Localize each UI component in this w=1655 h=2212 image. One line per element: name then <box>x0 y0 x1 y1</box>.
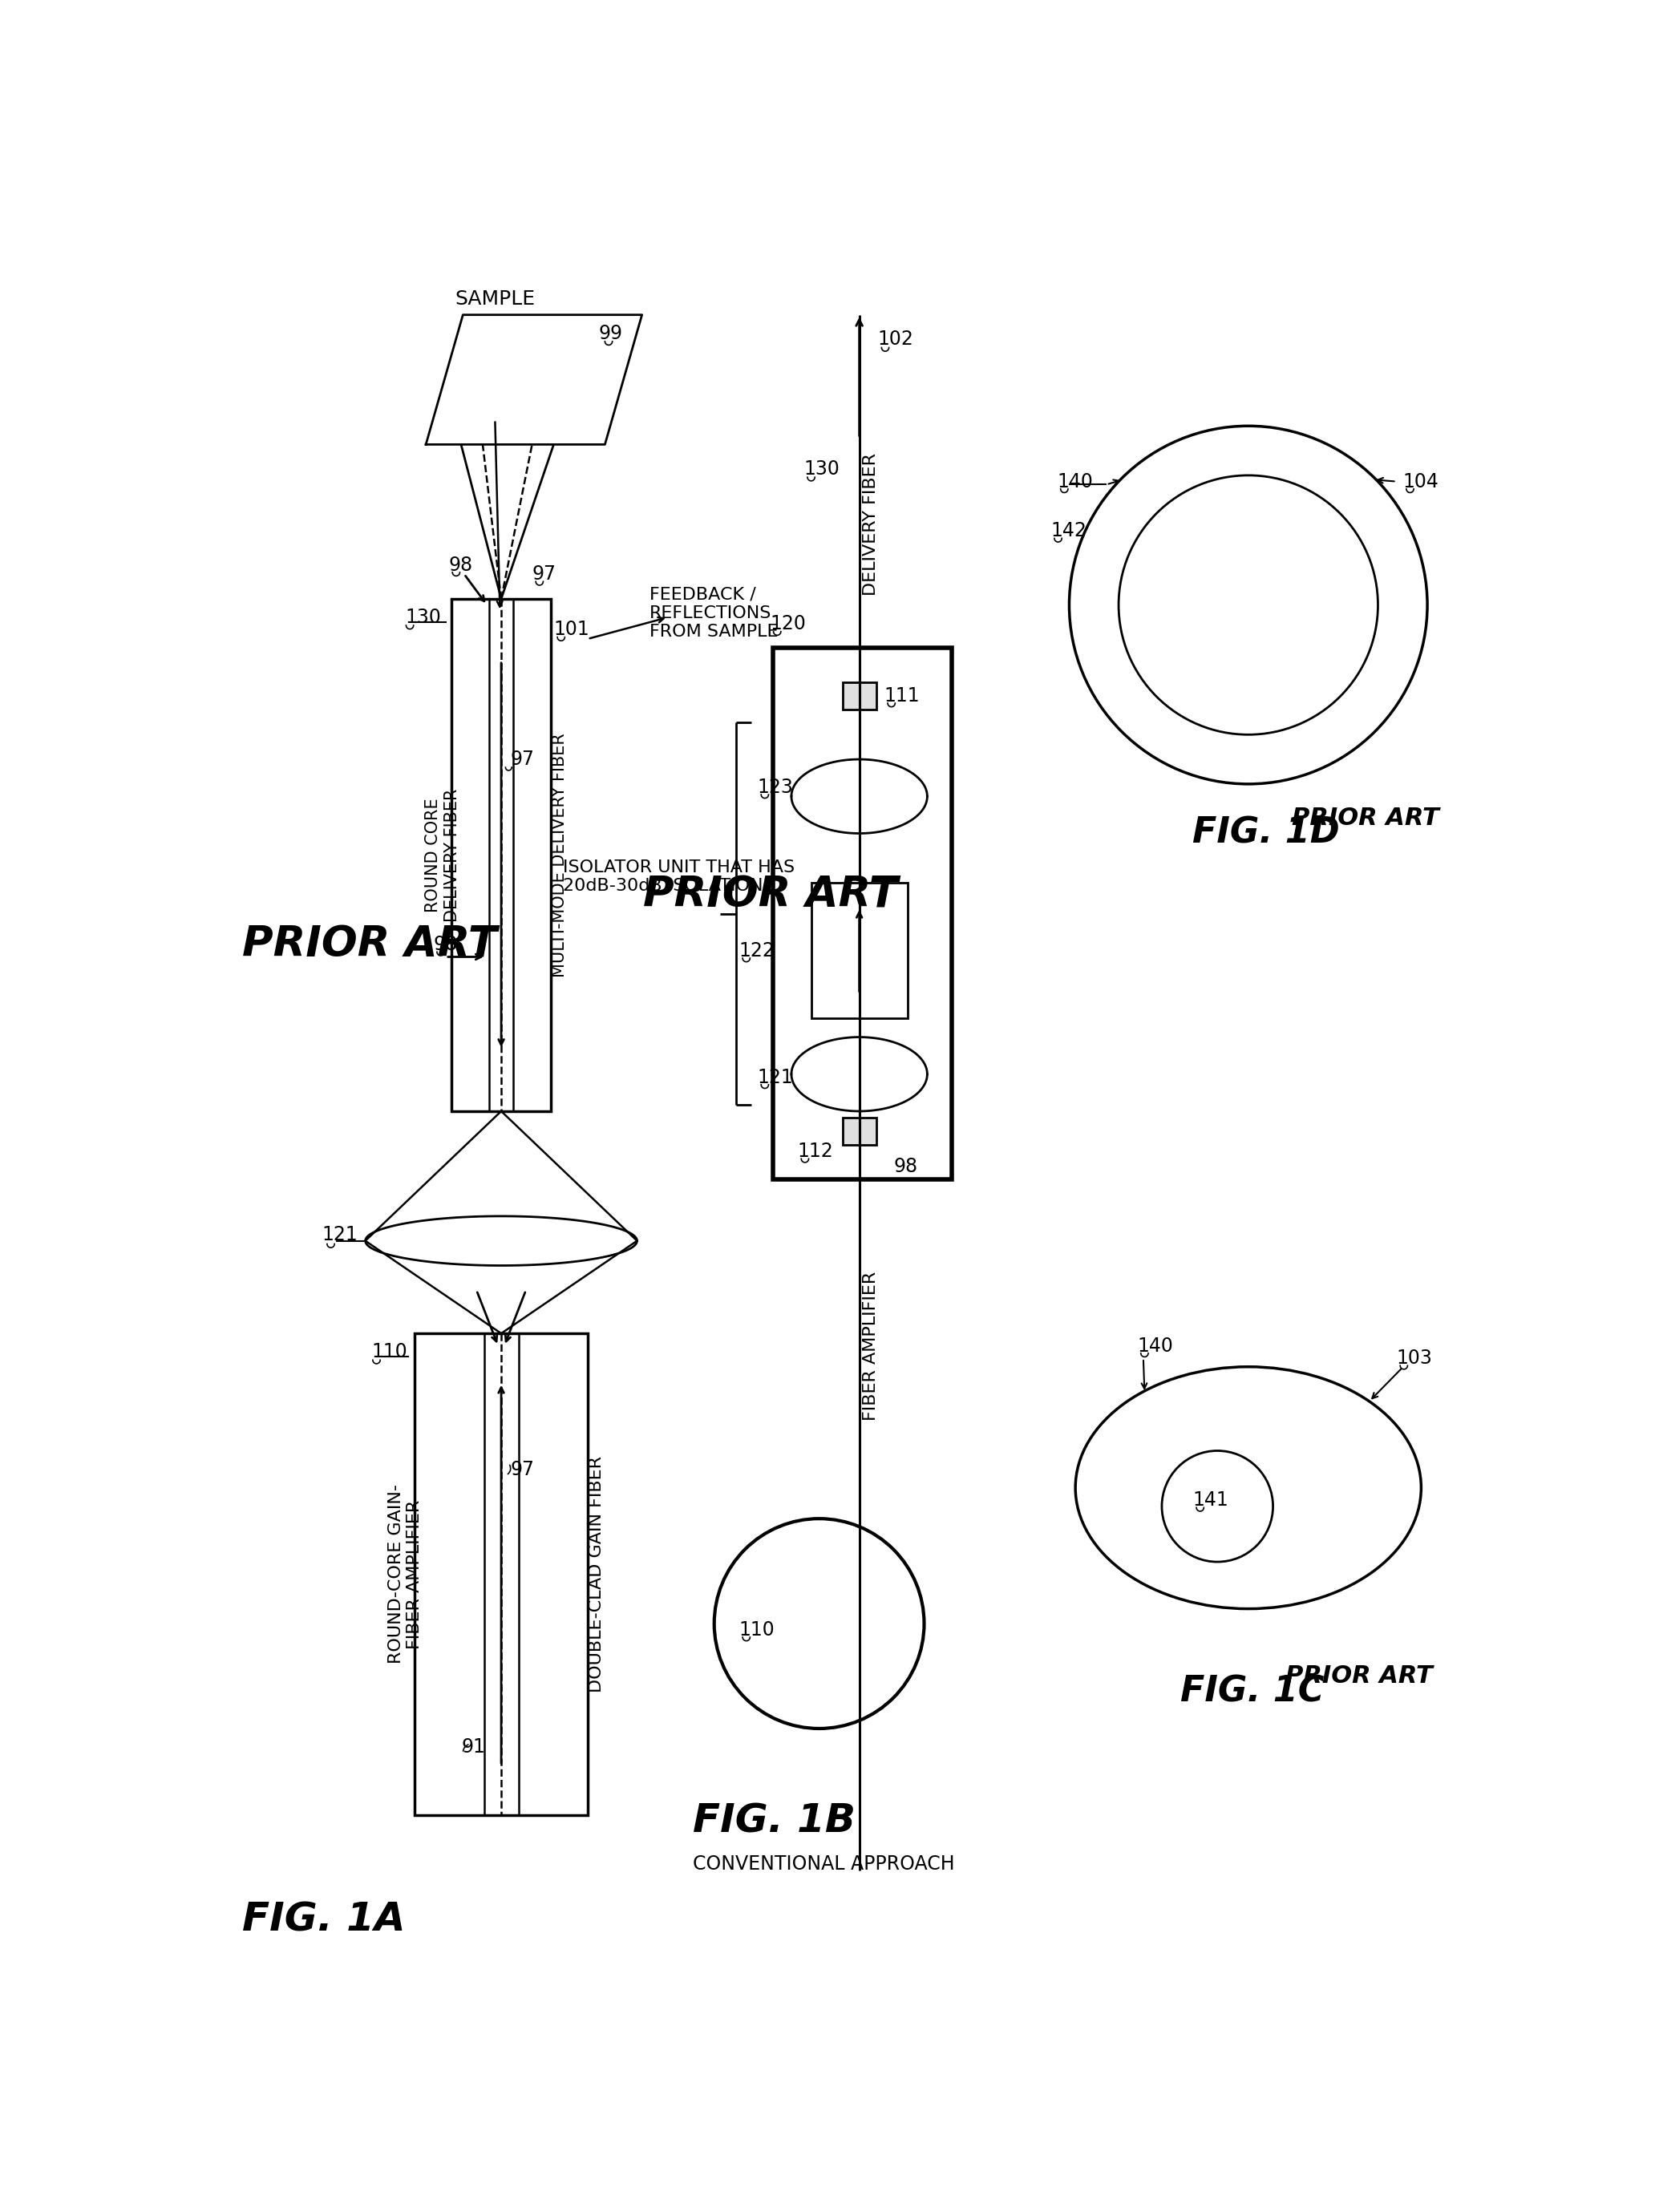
Text: 110: 110 <box>738 1619 775 1639</box>
Bar <box>415 1334 588 1816</box>
Text: MULTI-MODE DELIVERY FIBER: MULTI-MODE DELIVERY FIBER <box>551 732 568 978</box>
Text: 140: 140 <box>1137 1336 1173 1356</box>
Text: 123: 123 <box>758 776 793 796</box>
Text: 91: 91 <box>462 1736 485 1756</box>
Text: 122: 122 <box>738 940 775 960</box>
Text: 120: 120 <box>770 615 806 633</box>
Text: 101: 101 <box>554 619 589 639</box>
Text: FEEDBACK /
REFLECTIONS
FROM SAMPLE: FEEDBACK / REFLECTIONS FROM SAMPLE <box>649 586 778 639</box>
Bar <box>811 883 907 1018</box>
Text: 103: 103 <box>1397 1349 1433 1367</box>
Text: PRIOR ART: PRIOR ART <box>1291 807 1438 830</box>
Text: FIG. 1B: FIG. 1B <box>692 1803 856 1840</box>
Text: CONVENTIONAL APPROACH: CONVENTIONAL APPROACH <box>692 1854 955 1874</box>
Text: DELIVERY FIBER: DELIVERY FIBER <box>862 453 879 595</box>
Text: 97: 97 <box>510 750 535 770</box>
Text: PRIOR ART: PRIOR ART <box>1286 1663 1433 1688</box>
Text: 112: 112 <box>798 1141 834 1161</box>
Text: PRIOR ART: PRIOR ART <box>644 874 899 916</box>
Text: 110: 110 <box>371 1343 407 1363</box>
Text: SAMPLE: SAMPLE <box>455 290 535 310</box>
Text: 98: 98 <box>434 936 457 953</box>
Text: 130: 130 <box>804 460 839 478</box>
Text: 104: 104 <box>1403 471 1438 491</box>
Text: 121: 121 <box>323 1225 357 1245</box>
Bar <box>452 599 551 1110</box>
Text: 97: 97 <box>510 1460 535 1480</box>
Text: FIG. 1D: FIG. 1D <box>1193 816 1341 852</box>
Text: 97: 97 <box>531 564 556 584</box>
Text: ROUND-CORE GAIN-
FIBER AMPLIFIER: ROUND-CORE GAIN- FIBER AMPLIFIER <box>389 1484 422 1663</box>
Text: PRIOR ART: PRIOR ART <box>242 925 496 964</box>
Text: DOUBLE-CLAD GAIN FIBER: DOUBLE-CLAD GAIN FIBER <box>589 1455 606 1692</box>
Text: FIG. 1C: FIG. 1C <box>1180 1674 1324 1708</box>
Text: 99: 99 <box>599 323 622 343</box>
Text: 98: 98 <box>894 1157 917 1177</box>
Bar <box>842 681 877 710</box>
Bar <box>773 648 952 1179</box>
Text: 142: 142 <box>1051 522 1087 540</box>
Text: 140: 140 <box>1058 471 1092 491</box>
Text: ROUND CORE
DELIVERY FIBER: ROUND CORE DELIVERY FIBER <box>425 787 460 922</box>
Text: 98: 98 <box>449 555 473 575</box>
Text: FIBER AMPLIFIER: FIBER AMPLIFIER <box>862 1272 879 1420</box>
Text: 111: 111 <box>884 686 920 706</box>
Text: 141: 141 <box>1193 1491 1228 1511</box>
Text: 121: 121 <box>758 1068 793 1086</box>
Text: 130: 130 <box>405 608 442 626</box>
Text: ISOLATOR UNIT THAT HAS
20dB-30dB ISOLATION: ISOLATOR UNIT THAT HAS 20dB-30dB ISOLATI… <box>563 858 794 894</box>
Bar <box>842 1117 877 1146</box>
Text: 102: 102 <box>877 330 914 349</box>
Text: FIG. 1A: FIG. 1A <box>242 1900 405 1940</box>
